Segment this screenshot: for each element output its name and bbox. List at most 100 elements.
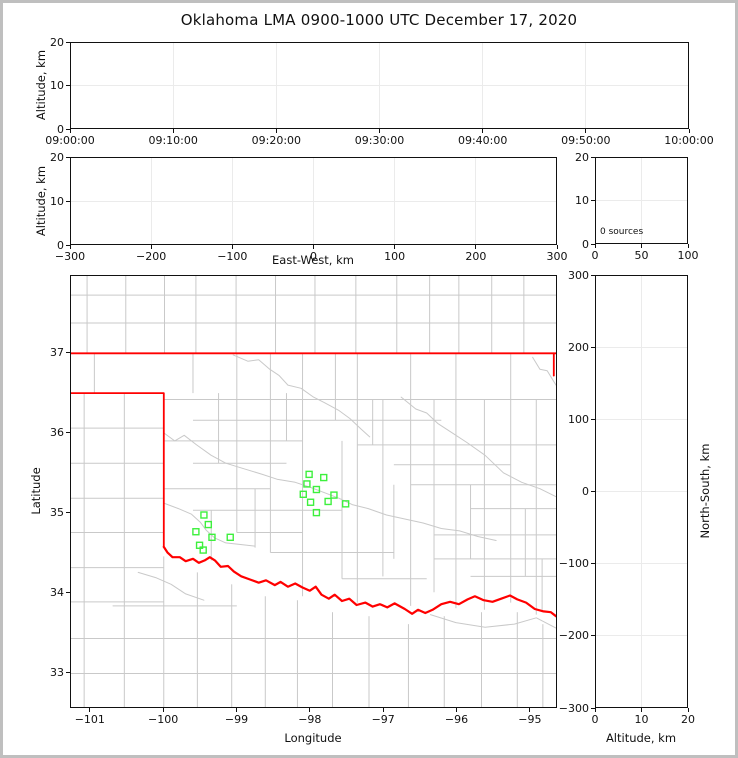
tick-mark <box>688 129 690 133</box>
tick-mark <box>687 708 689 712</box>
x-tick-label: 50 <box>634 249 649 262</box>
lma-station-marker <box>306 498 315 506</box>
lma-station-marker <box>208 533 216 542</box>
x-tick-label: −100 <box>148 713 179 726</box>
x-tick-label: −98 <box>298 713 322 726</box>
x-tick-label: −95 <box>518 713 542 726</box>
lma-station-marker <box>330 491 338 499</box>
lma-station-marker <box>312 508 321 517</box>
river-line <box>429 614 556 629</box>
sources-count-annotation: 0 sources <box>600 227 644 237</box>
lma-station-marker <box>312 485 321 494</box>
y-tick-label: 0 <box>57 122 64 136</box>
tick-mark <box>313 245 314 249</box>
tick-mark <box>172 129 174 133</box>
tick-mark <box>556 245 558 249</box>
river-line <box>137 571 205 601</box>
map-ylabel-latitude: Latitude <box>29 467 43 515</box>
figure-title: Oklahoma LMA 0900-1000 UTC December 17, … <box>180 11 578 29</box>
tick-mark <box>594 708 596 712</box>
x-tick-label: 20 <box>681 713 695 726</box>
x-tick-label: 100 <box>677 249 699 262</box>
river-line <box>163 432 497 541</box>
y-tick-label: 36 <box>50 426 64 440</box>
tick-mark <box>382 708 384 712</box>
tick-mark <box>69 245 71 249</box>
river-line <box>163 502 256 547</box>
oklahoma-county-map <box>71 276 556 707</box>
x-tick-label: −200 <box>136 250 167 263</box>
lma-station-marker <box>200 511 208 519</box>
x-tick-label: −97 <box>371 713 395 726</box>
tick-mark <box>394 245 396 249</box>
red-river-border <box>162 545 556 618</box>
tick-mark <box>641 244 642 248</box>
x-tick-label: 10:00:00 <box>664 134 714 147</box>
tick-mark <box>379 129 380 133</box>
map-xlabel-longitude: Longitude <box>284 731 342 745</box>
x-tick-label: −99 <box>224 713 249 726</box>
x-tick-label: 09:30:00 <box>354 134 405 147</box>
x-tick-label: 300 <box>546 250 568 263</box>
tick-mark <box>529 708 531 712</box>
y-tick-label: 20 <box>50 35 64 49</box>
tick-mark <box>235 708 237 712</box>
panel-time-height <box>70 42 689 129</box>
x-tick-label: 09:50:00 <box>561 134 611 147</box>
x-tick-label: 100 <box>384 250 406 263</box>
y-tick-label: 20 <box>50 150 64 164</box>
tick-mark <box>594 244 596 248</box>
x-tick-label: 09:10:00 <box>148 134 198 147</box>
tick-mark <box>89 708 91 712</box>
x-tick-label: −300 <box>54 250 86 263</box>
x-tick-label: −100 <box>217 250 248 263</box>
tick-mark <box>687 244 689 248</box>
time-panel-ylabel: Altitude, km <box>34 49 48 121</box>
lma-station-marker <box>199 546 207 554</box>
lma-station-marker <box>192 528 200 536</box>
tick-mark <box>69 129 71 133</box>
x-tick-label: 09:20:00 <box>251 134 302 147</box>
x-tick-label: 200 <box>465 250 487 263</box>
tick-mark <box>231 245 233 249</box>
x-tick-label: 09:40:00 <box>457 134 508 147</box>
panel-east-west-height <box>70 157 557 245</box>
lma-station-marker <box>299 490 307 498</box>
tick-mark <box>456 708 458 712</box>
lma-station-marker <box>305 470 313 479</box>
tick-mark <box>309 708 311 712</box>
panel-plan-view-map <box>70 275 557 708</box>
tick-mark <box>162 708 164 712</box>
tick-mark <box>475 245 477 249</box>
lma-station-marker <box>320 473 328 482</box>
tick-mark <box>585 129 587 133</box>
tick-mark <box>150 245 152 249</box>
river-line <box>400 396 556 498</box>
ew-panel-ylabel: Altitude, km <box>34 165 48 237</box>
y-tick-label: 0 <box>57 238 64 252</box>
x-tick-label: 0 <box>591 249 599 262</box>
ew-panel-xlabel: East-West, km <box>272 253 354 267</box>
x-tick-label: −96 <box>444 713 469 726</box>
lma-station-marker <box>341 500 350 508</box>
panel-north-south-height <box>595 275 688 708</box>
lma-station-marker <box>324 497 332 506</box>
y-tick-label: 34 <box>50 586 64 600</box>
x-tick-label: 10 <box>634 713 649 726</box>
x-tick-label: 0 <box>591 713 599 726</box>
lma-station-marker <box>303 480 311 488</box>
tick-mark <box>275 129 277 133</box>
lma-station-marker <box>204 520 213 529</box>
river-line <box>532 356 556 386</box>
y-tick-label: 37 <box>50 346 64 360</box>
river-line <box>232 354 371 438</box>
state-border <box>71 392 165 548</box>
ns-panel-xlabel: Altitude, km <box>605 731 677 745</box>
x-tick-label: −101 <box>74 713 105 726</box>
y-tick-label: 33 <box>50 666 64 680</box>
ns-panel-ylabel: North-South, km <box>698 443 712 539</box>
x-tick-label: 09:00:00 <box>45 134 95 147</box>
lma-station-marker <box>226 533 234 542</box>
tick-mark <box>482 129 484 133</box>
